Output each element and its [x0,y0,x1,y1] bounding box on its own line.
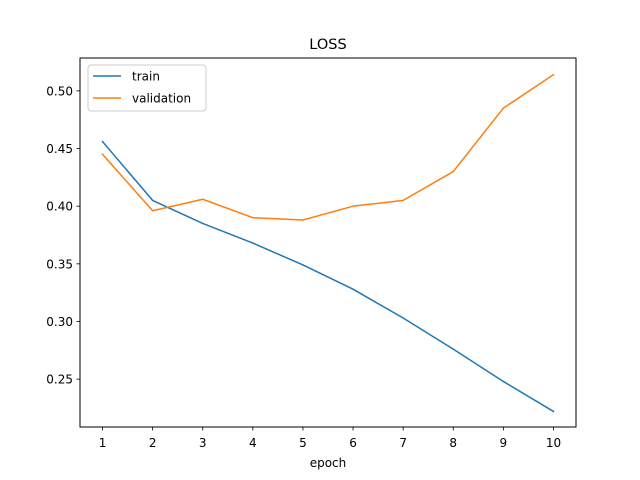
data-point-validation [452,170,455,173]
x-tick-label: 10 [546,436,561,450]
data-point-train [201,222,204,225]
x-tick-label: 4 [249,436,257,450]
data-point-train [302,264,304,266]
x-axis-title: epoch [310,456,347,470]
data-point-validation [352,205,354,207]
y-tick-label: 0.30 [46,315,73,329]
data-point-train [502,380,505,383]
data-point-validation [302,219,304,221]
y-tick-label: 0.35 [46,257,73,271]
x-tick-label: 5 [299,436,307,450]
series-line-validation [101,73,555,221]
data-point-validation [502,107,505,109]
x-tick-label: 2 [149,436,157,450]
data-point-train [452,348,455,350]
x-tick-label: 7 [399,436,407,450]
data-point-validation [252,216,254,219]
data-point-validation [101,153,104,156]
series-layer [101,73,555,413]
data-point-train [101,140,104,143]
data-point-validation [201,198,204,201]
x-tick-label: 6 [349,436,357,450]
x-axis-ticks: 1 2 3 4 5 6 7 8 9 10 [99,427,561,450]
y-tick-label: 0.50 [46,84,73,98]
data-point-train [352,288,354,290]
data-point-train [151,199,154,202]
x-tick-label: 3 [199,436,207,450]
y-axis-ticks: 0.25 0.30 0.35 0.40 0.45 0.50 [46,84,80,387]
x-tick-label: 9 [500,436,508,450]
data-point-train [552,410,555,413]
chart-title: LOSS [309,37,346,53]
y-tick-label: 0.40 [46,200,73,214]
legend-label-validation: validation [132,92,191,106]
data-point-validation [151,210,154,212]
y-tick-label: 0.25 [46,373,73,387]
plot-area [80,58,576,427]
x-tick-label: 8 [449,436,457,450]
legend: train validation [87,64,207,112]
series-line-train [101,140,555,413]
legend-label-train: train [132,70,160,84]
data-point-validation [402,199,404,202]
data-point-train [252,242,254,244]
data-point-validation [552,73,555,76]
data-point-train [402,317,404,319]
plot-frame [79,57,577,428]
y-tick-label: 0.45 [46,142,73,156]
x-tick-label: 1 [99,436,107,450]
